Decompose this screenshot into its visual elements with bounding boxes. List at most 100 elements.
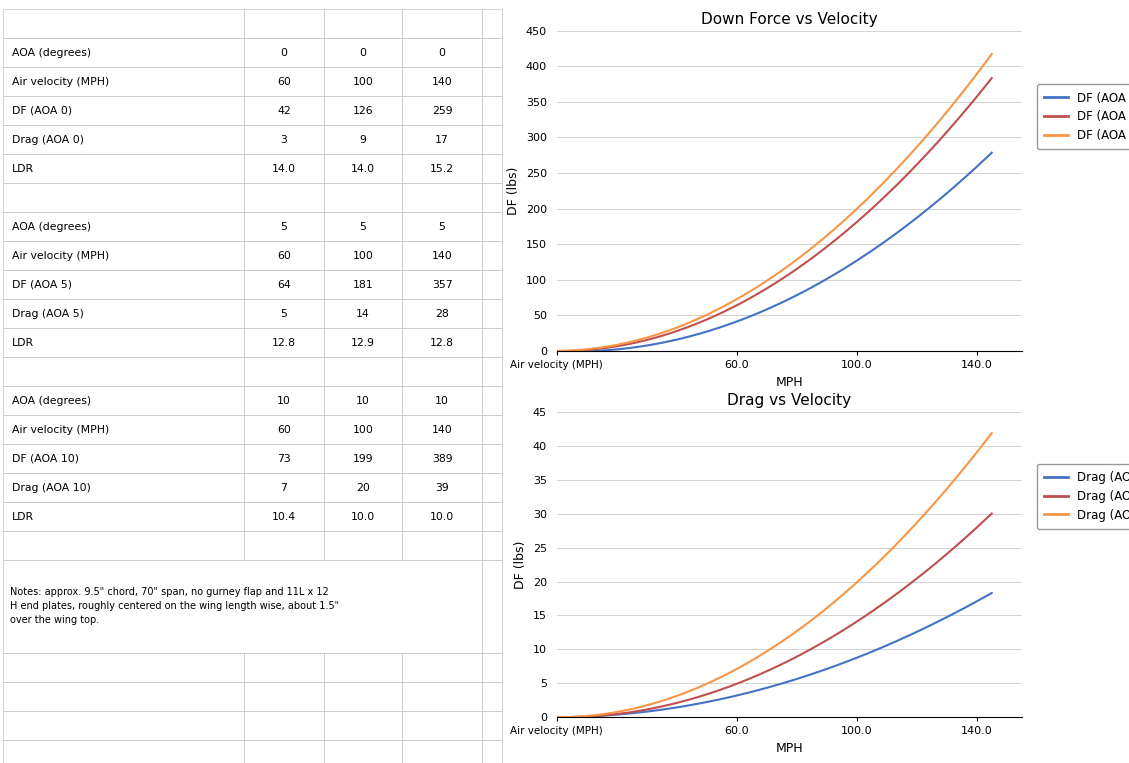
Bar — [482, 328, 502, 357]
Line: Drag (AOA 0): Drag (AOA 0) — [557, 593, 991, 717]
Bar — [244, 386, 324, 415]
Bar — [324, 212, 402, 241]
Drag (AOA 5) — [555, 713, 569, 722]
Text: LDR: LDR — [11, 163, 34, 174]
Line: DF (AOA 10): DF (AOA 10) — [557, 54, 991, 351]
Bar — [482, 653, 502, 682]
Bar — [244, 38, 324, 67]
Bar — [244, 711, 324, 740]
Text: 357: 357 — [431, 279, 453, 290]
Drag (AOA 5) — [808, 642, 822, 651]
Drag (AOA 5) — [551, 713, 564, 722]
X-axis label: MPH: MPH — [776, 742, 803, 755]
Text: 10: 10 — [356, 395, 370, 406]
Bar — [324, 241, 402, 270]
Bar — [244, 531, 324, 560]
Text: 5: 5 — [280, 221, 287, 232]
DF (AOA 5) — [984, 73, 998, 82]
Text: 0: 0 — [438, 47, 446, 58]
DF (AOA 5) — [551, 346, 564, 356]
Text: 42: 42 — [277, 105, 291, 116]
Bar — [402, 154, 482, 183]
Bar — [244, 328, 324, 357]
Text: Air velocity (MPH): Air velocity (MPH) — [11, 76, 108, 87]
Bar — [324, 183, 402, 212]
Bar — [244, 241, 324, 270]
Drag (AOA 0) — [808, 668, 822, 678]
Bar — [324, 653, 402, 682]
Bar — [324, 415, 402, 444]
Bar — [2, 711, 244, 740]
Bar — [2, 270, 244, 299]
Text: 14.0: 14.0 — [272, 163, 296, 174]
Text: Drag (AOA 0): Drag (AOA 0) — [11, 134, 84, 145]
Text: 12.9: 12.9 — [351, 337, 375, 348]
Bar — [402, 67, 482, 96]
Bar — [402, 473, 482, 502]
Bar — [324, 444, 402, 473]
Text: 12.8: 12.8 — [430, 337, 454, 348]
Drag (AOA 10) — [811, 611, 824, 620]
Bar — [482, 531, 502, 560]
Bar — [482, 560, 502, 653]
Text: 10.0: 10.0 — [351, 511, 375, 522]
DF (AOA 10) — [917, 135, 930, 144]
Text: 140: 140 — [431, 76, 453, 87]
Text: Air velocity (MPH): Air velocity (MPH) — [11, 424, 108, 435]
Bar — [402, 125, 482, 154]
Drag (AOA 0) — [944, 610, 957, 620]
Drag (AOA 10) — [553, 713, 567, 722]
Bar — [244, 444, 324, 473]
Bar — [482, 711, 502, 740]
Y-axis label: DF (lbs): DF (lbs) — [514, 540, 527, 589]
Line: Drag (AOA 10): Drag (AOA 10) — [557, 433, 991, 717]
Bar — [482, 67, 502, 96]
Bar — [244, 357, 324, 386]
Line: Drag (AOA 5): Drag (AOA 5) — [557, 513, 991, 717]
DF (AOA 0) — [550, 346, 563, 356]
Text: 14.0: 14.0 — [351, 163, 375, 174]
Text: 39: 39 — [436, 482, 449, 493]
Bar — [244, 740, 324, 763]
Bar — [402, 357, 482, 386]
DF (AOA 0) — [808, 281, 822, 290]
Bar — [2, 328, 244, 357]
Text: AOA (degrees): AOA (degrees) — [11, 47, 90, 58]
Bar — [402, 241, 482, 270]
Text: 64: 64 — [277, 279, 291, 290]
Bar — [244, 473, 324, 502]
Text: 3: 3 — [280, 134, 287, 145]
Bar — [2, 9, 244, 38]
Bar — [402, 38, 482, 67]
Bar — [482, 740, 502, 763]
Drag (AOA 0) — [984, 588, 998, 597]
DF (AOA 0) — [918, 207, 931, 216]
Text: DF (AOA 0): DF (AOA 0) — [11, 105, 71, 116]
DF (AOA 0) — [817, 275, 831, 285]
Bar — [482, 299, 502, 328]
Bar — [324, 682, 402, 711]
DF (AOA 10) — [550, 346, 563, 356]
Text: 10.0: 10.0 — [430, 511, 454, 522]
Bar — [324, 473, 402, 502]
Bar — [482, 212, 502, 241]
Bar — [244, 183, 324, 212]
Text: 389: 389 — [431, 453, 453, 464]
Bar — [482, 125, 502, 154]
Text: 0: 0 — [280, 47, 288, 58]
Legend: Drag (AOA 0), Drag (AOA 5), Drag (AOA 10): Drag (AOA 0), Drag (AOA 5), Drag (AOA 10… — [1036, 464, 1129, 529]
Drag (AOA 10) — [817, 606, 831, 615]
Bar — [482, 270, 502, 299]
Bar — [482, 9, 502, 38]
Bar — [482, 386, 502, 415]
Bar — [2, 183, 244, 212]
Title: Drag vs Velocity: Drag vs Velocity — [727, 393, 851, 408]
Text: 140: 140 — [431, 250, 453, 261]
DF (AOA 10) — [808, 240, 822, 250]
Text: Drag (AOA 10): Drag (AOA 10) — [11, 482, 90, 493]
Bar — [324, 502, 402, 531]
DF (AOA 0) — [984, 148, 998, 157]
DF (AOA 5) — [808, 251, 822, 260]
Bar — [244, 67, 324, 96]
Bar — [2, 415, 244, 444]
